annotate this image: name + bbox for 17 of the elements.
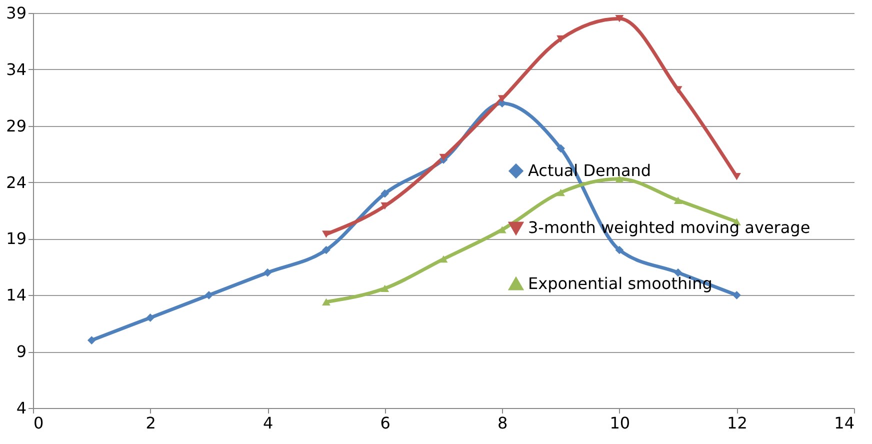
x-tick-label: 8 <box>498 414 508 432</box>
y-tick-label: 19 <box>6 229 26 248</box>
x-tick-label: 2 <box>146 414 156 432</box>
y-tick-label: 34 <box>6 60 26 79</box>
y-tick-label: 4 <box>16 398 26 418</box>
y-tick-label: 39 <box>6 4 26 22</box>
y-tick-label: 9 <box>16 342 26 362</box>
y-tick-label: 14 <box>6 286 26 305</box>
x-tick-label: 10 <box>610 414 630 432</box>
y-tick-label: 24 <box>6 172 26 192</box>
legend-label: Exponential smoothing <box>528 274 712 293</box>
x-tick-label: 6 <box>380 414 390 432</box>
x-tick-label: 14 <box>834 414 854 432</box>
x-tick-label: 4 <box>262 414 274 432</box>
x-tick-label: 0 <box>34 414 44 432</box>
y-tick-label: 29 <box>6 116 26 136</box>
x-tick-label: 12 <box>727 414 748 432</box>
